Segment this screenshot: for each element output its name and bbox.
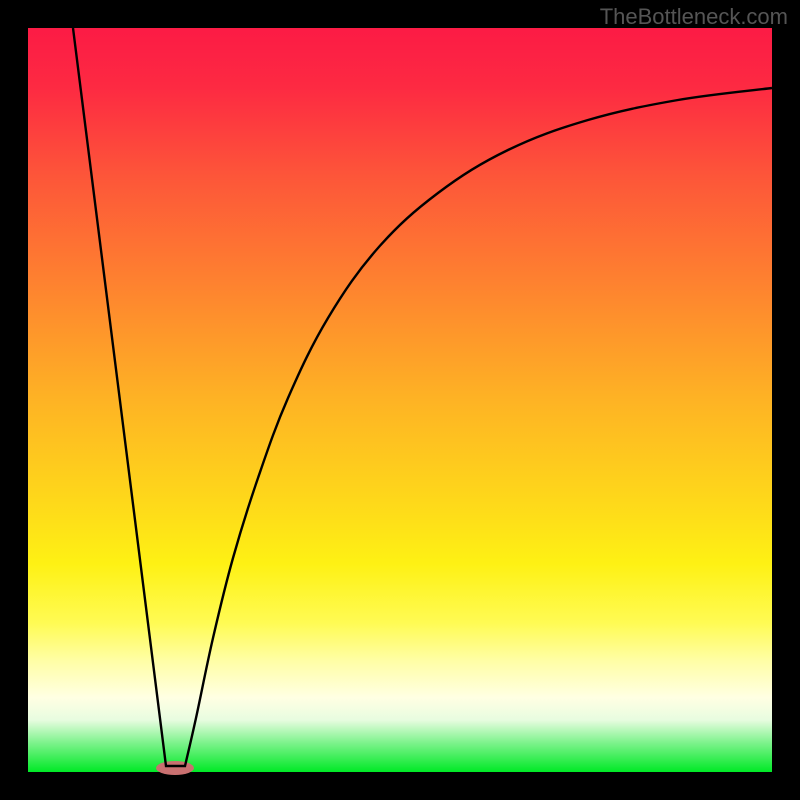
chart-frame: TheBottleneck.com (0, 0, 800, 800)
chart-plot-area (28, 28, 772, 772)
bottleneck-chart (0, 0, 800, 800)
minimum-marker (156, 761, 194, 775)
attribution-label: TheBottleneck.com (600, 4, 788, 30)
